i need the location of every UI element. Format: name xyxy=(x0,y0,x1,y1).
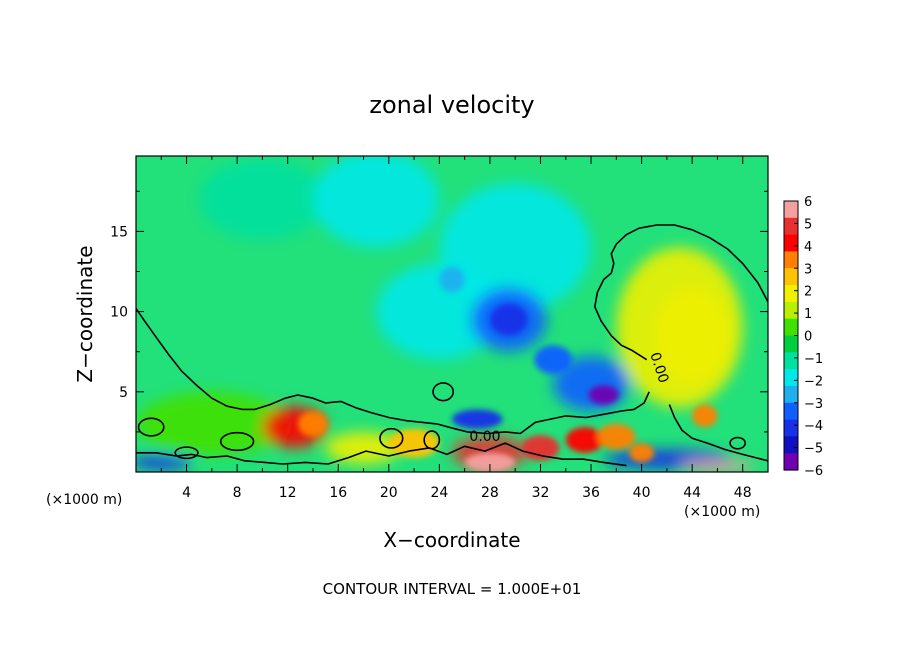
field-blob xyxy=(439,266,465,293)
zero-contour-loop xyxy=(423,430,441,450)
colorbar-swatch xyxy=(784,217,798,236)
field-blob xyxy=(679,459,756,472)
plot-frame xyxy=(135,155,769,473)
x-tick-label: 24 xyxy=(430,485,448,501)
zero-contour-loop xyxy=(219,431,255,452)
x-unit-right: (×1000 m) xyxy=(684,504,760,520)
colorbar-label: −5 xyxy=(804,442,823,457)
colorbar-swatch xyxy=(784,318,798,337)
colorbar-swatch xyxy=(784,335,798,353)
x-tick-label: 8 xyxy=(233,485,242,501)
colorbar-swatch xyxy=(784,385,798,404)
colorbar-label: −6 xyxy=(804,464,823,479)
field-blob xyxy=(325,431,402,464)
field-blob xyxy=(628,443,655,463)
field-blob xyxy=(136,391,288,456)
y-axis-label: Z−coordinate xyxy=(73,245,97,382)
colorbar-label: 0 xyxy=(804,330,812,345)
y-tick-label: 10 xyxy=(110,305,128,321)
field-blob xyxy=(376,263,503,360)
colorbar-swatch xyxy=(784,268,798,286)
colorbar-label: 3 xyxy=(804,262,812,277)
colorbar xyxy=(783,200,799,471)
x-tick-label: 28 xyxy=(481,485,499,501)
field-blob xyxy=(565,427,604,453)
colorbar-swatch xyxy=(784,301,798,320)
field-blob xyxy=(297,411,329,437)
zero-contour-loop xyxy=(432,382,455,402)
colorbar-label: −2 xyxy=(804,374,823,389)
colorbar-label: −4 xyxy=(804,419,823,434)
y-axis-ticks: 5 10 15 xyxy=(110,190,768,433)
x-tick-label: 40 xyxy=(633,485,651,501)
x-tick-label: 48 xyxy=(734,485,752,501)
y-tick-label: 5 xyxy=(119,385,128,401)
field-blob xyxy=(692,404,718,428)
colorbar-swatch xyxy=(784,402,798,421)
colorbar-label: 4 xyxy=(804,240,812,255)
x-tick-label: 44 xyxy=(683,485,701,501)
colorbar-label: 5 xyxy=(804,217,812,232)
x-tick-label: 36 xyxy=(582,485,600,501)
zero-contour-line xyxy=(136,307,650,435)
x-tick-label: 4 xyxy=(182,485,191,501)
chart-title: zonal velocity xyxy=(369,91,534,119)
colorbar-label: −1 xyxy=(804,352,823,367)
field-blob xyxy=(521,435,560,461)
colorbar-swatch xyxy=(784,251,798,269)
zero-contour-loop xyxy=(379,427,404,449)
colorbar-swatch xyxy=(784,453,798,471)
colorbar-label: −3 xyxy=(804,397,823,412)
zero-contour-loop xyxy=(729,436,747,450)
field-blob xyxy=(452,409,503,429)
zero-contours xyxy=(136,224,768,467)
zero-contour-line xyxy=(136,442,627,467)
velocity-field-detail xyxy=(297,266,718,472)
colorbar-swatch xyxy=(784,234,798,253)
colorbar-label: 6 xyxy=(804,195,812,210)
contour-interval-note: CONTOUR INTERVAL = 1.000E+01 xyxy=(323,580,582,598)
x-tick-label: 32 xyxy=(532,485,550,501)
zero-contour-loop xyxy=(137,417,165,437)
field-blob xyxy=(489,303,528,336)
plot-area xyxy=(136,156,768,472)
x-tick-label: 20 xyxy=(380,485,398,501)
x-axis-label: X−coordinate xyxy=(383,528,520,552)
zero-contour-line xyxy=(594,224,768,361)
zero-contour-line xyxy=(668,404,768,462)
colorbar-swatch xyxy=(784,369,798,387)
field-blob xyxy=(312,156,440,248)
colorbar-label: 2 xyxy=(804,285,812,300)
field-blob xyxy=(534,345,573,375)
field-blob xyxy=(597,423,636,450)
field-blob xyxy=(199,159,326,240)
colorbar-swatch xyxy=(784,436,798,454)
y-tick-label: 15 xyxy=(110,224,128,240)
field-blob xyxy=(136,455,193,470)
x-tick-label: 16 xyxy=(329,485,347,501)
field-blob xyxy=(588,385,619,405)
contour-label-zero-1: 0.00 xyxy=(469,429,500,445)
zero-contour-loop xyxy=(174,446,199,460)
colorbar-label: 1 xyxy=(804,307,812,322)
x-tick-label: 12 xyxy=(279,485,297,501)
x-axis-ticks: 4 8 12 16 20 24 28 32 36 40 44 48 xyxy=(160,156,752,501)
colorbar-swatch xyxy=(784,352,798,370)
field-blob xyxy=(654,287,731,384)
colorbar-swatch xyxy=(784,419,798,437)
colorbar-swatch xyxy=(784,285,798,303)
x-unit-left: (×1000 m) xyxy=(46,492,122,508)
field-blob xyxy=(464,452,516,472)
colorbar-swatch xyxy=(784,201,798,219)
colorbar-labels: 6 5 4 3 2 1 0 −1 −2 −3 −4 −5 −6 xyxy=(794,195,823,479)
field-blob xyxy=(388,428,440,458)
